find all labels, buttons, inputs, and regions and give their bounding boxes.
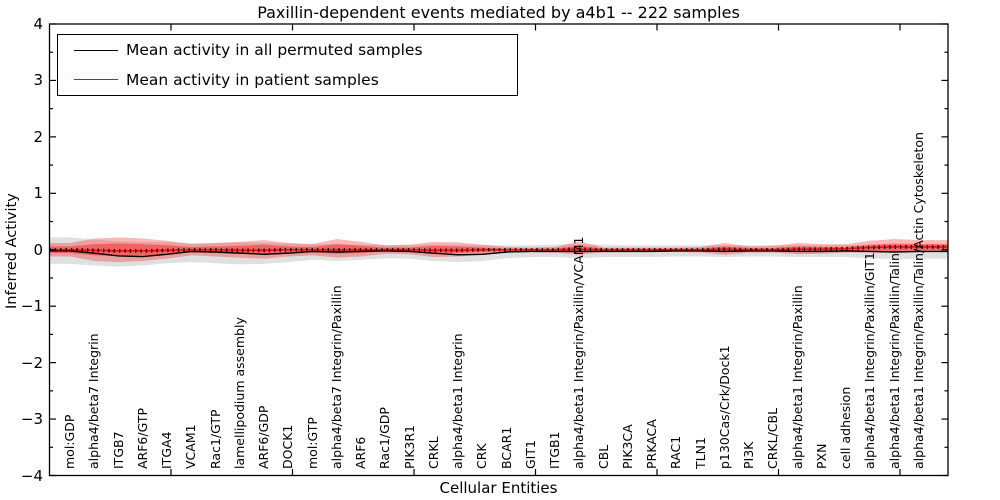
x-category-label: ITGA4: [159, 431, 175, 469]
x-category-label: PIK3R1: [401, 424, 417, 469]
y-tick-label: 1: [33, 184, 43, 203]
x-category-label: alpha4/beta1 Integrin/Paxillin/VCAM1: [571, 236, 587, 469]
x-category-label: CRK: [474, 443, 490, 469]
x-category-label: TLN1: [692, 437, 708, 469]
y-tick-label: −3: [20, 410, 43, 429]
x-category-label: alpha4/beta1 Integrin: [450, 333, 466, 469]
x-category-label: alpha4/beta1 Integrin/Paxillin: [789, 285, 805, 469]
x-category-label: PXN: [813, 443, 829, 469]
x-category-label: mol:GTP: [304, 417, 320, 469]
band-permuted-samples-range: [49, 237, 948, 267]
x-category-label: alpha4/beta7 Integrin/Paxillin: [328, 285, 344, 469]
x-category-label: cell adhesion: [838, 386, 854, 469]
x-axis-label: Cellular Entities: [439, 479, 558, 497]
x-category-label: ARF6/GDP: [256, 405, 272, 469]
x-category-label: RAC1: [668, 435, 684, 469]
x-category-label: BCAR1: [498, 426, 514, 469]
legend-label-patient: Mean activity in patient samples: [126, 70, 379, 89]
x-category-label: DOCK1: [280, 424, 296, 469]
x-category-label: PIK3CA: [619, 424, 635, 469]
x-category-label: ITGB7: [110, 431, 126, 469]
y-tick-label: 3: [33, 71, 43, 90]
x-category-label: alpha4/beta1 Integrin/Paxillin/Talin: [886, 253, 902, 469]
x-category-label: GIT1: [522, 440, 538, 469]
patient-mean-markers: [49, 245, 948, 253]
x-category-label: ITGB1: [547, 431, 563, 469]
x-category-label: PI3K: [741, 441, 757, 469]
black-line-sample-icon: [74, 49, 118, 51]
chart-title: Paxillin-dependent events mediated by a4…: [257, 3, 740, 22]
x-category-label: alpha4/beta1 Integrin/Paxillin/GIT1: [862, 252, 878, 469]
x-category-label: ARF6: [353, 436, 369, 469]
y-tick-label: 0: [33, 240, 43, 259]
x-category-label: PRKACA: [644, 419, 660, 469]
x-category-label: Rac1/GDP: [377, 407, 393, 469]
red-line-sample-icon: [74, 79, 118, 81]
y-tick-label: −1: [20, 297, 43, 316]
legend-label-permuted: Mean activity in all permuted samples: [126, 41, 423, 60]
x-category-label: CRKL/CBL: [765, 407, 781, 469]
x-category-label: lamellipodium assembly: [231, 317, 247, 469]
x-category-label: ARF6/GTP: [134, 407, 150, 469]
x-category-label: mol:GDP: [62, 414, 77, 469]
x-category-label: p130Cas/Crk/Dock1: [716, 345, 732, 469]
legend-item-patient: Mean activity in patient samples: [58, 66, 517, 94]
legend-item-permuted: Mean activity in all permuted samples: [58, 36, 517, 64]
x-category-label: CRKL: [425, 436, 441, 469]
y-tick-label: −2: [20, 353, 43, 372]
x-category-label: alpha4/beta7 Integrin: [86, 333, 102, 469]
x-category-label: CBL: [595, 444, 611, 469]
legend: Mean activity in all permuted samples Me…: [57, 34, 518, 96]
x-category-label: alpha4/beta1 Integrin/Paxillin/Talin/Act…: [910, 132, 926, 469]
y-tick-label: −4: [20, 466, 43, 485]
series-line-permuted: [49, 250, 948, 258]
y-tick-label: 4: [33, 15, 43, 33]
x-category-label: VCAM1: [183, 424, 199, 469]
x-category-label: Rac1/GTP: [207, 409, 223, 469]
y-tick-label: 2: [33, 127, 43, 146]
